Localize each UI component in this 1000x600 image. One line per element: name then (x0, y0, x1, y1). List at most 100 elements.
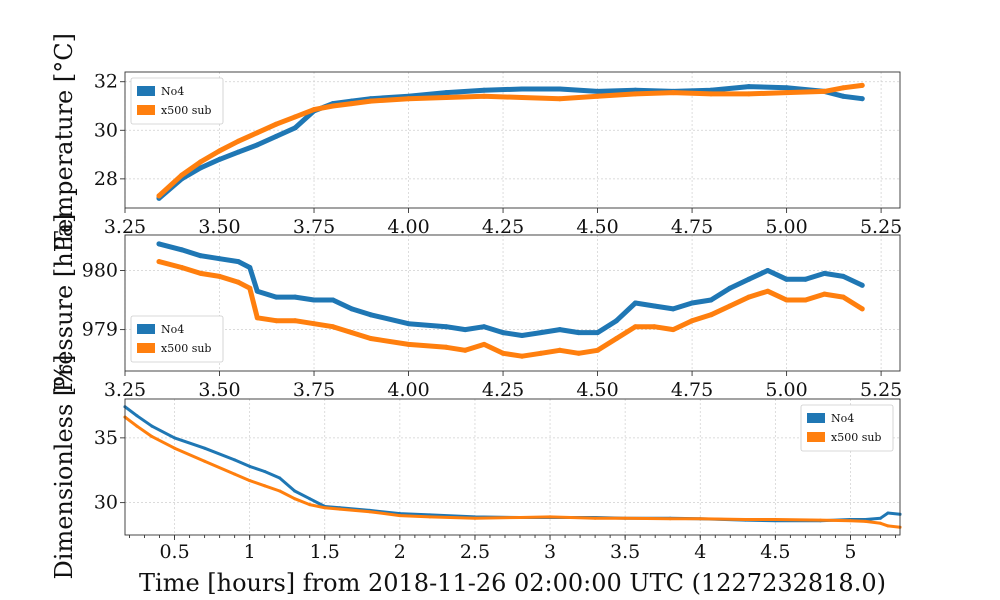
data-point (821, 270, 827, 276)
axes-frame (124, 234, 901, 372)
data-point (727, 285, 733, 291)
data-point (481, 93, 487, 99)
data-point (235, 279, 241, 285)
humidity-panel: 0.5 1 1.5 2 2.5 3 3.5 4 4.5 5 30 35 Dimensionless [%… (50, 355, 902, 597)
y-tick-label: 30 (94, 119, 118, 141)
data-point (428, 515, 432, 519)
data-point (462, 347, 468, 353)
data-point (203, 446, 207, 450)
data-point (879, 521, 882, 525)
data-point (859, 96, 865, 102)
data-point (784, 85, 790, 91)
x-tick-label: 3 (544, 541, 556, 563)
data-point (864, 519, 867, 523)
data-point (614, 318, 619, 324)
data-point (784, 90, 790, 96)
data-point (135, 414, 139, 418)
data-point (179, 247, 185, 253)
x-tick-label: 3.25 (104, 379, 146, 401)
x-tick-label: 4.50 (576, 216, 618, 238)
data-point (481, 341, 487, 347)
data-point (278, 489, 282, 493)
data-point (840, 273, 846, 279)
data-point (462, 327, 468, 333)
x-tick-label: 4 (694, 541, 706, 563)
data-point (773, 518, 777, 521)
series-line-no4 (156, 241, 865, 338)
legend-label: No4 (161, 85, 184, 98)
pressure-panel: 3.25 3.50 3.75 4.00 4.25 4.50 4.75 5.00 5.25 979 9… (50, 214, 902, 401)
data-point (273, 318, 279, 324)
legend-swatch (807, 413, 825, 423)
data-point (273, 133, 279, 139)
data-point (803, 297, 808, 303)
data-point (689, 300, 695, 306)
data-point (247, 285, 253, 291)
legend-swatch (807, 432, 825, 442)
series-line-x500-sub (156, 82, 865, 199)
data-point (651, 324, 657, 330)
data-point (519, 86, 525, 92)
data-point (500, 350, 506, 356)
data-point (273, 294, 279, 300)
data-point (818, 518, 822, 522)
data-point (368, 98, 374, 104)
data-point (746, 84, 752, 90)
x-tick-label: 5 (844, 541, 856, 563)
data-point (698, 517, 702, 521)
data-point (708, 312, 714, 318)
legend-label: x500 sub (161, 342, 211, 355)
data-point (859, 282, 865, 288)
data-point (519, 333, 525, 338)
x-tick-label: 5.25 (860, 379, 902, 401)
data-point (500, 330, 506, 336)
x-tick-label: 3.50 (198, 379, 240, 401)
data-point (278, 476, 282, 480)
data-point (879, 516, 882, 520)
data-point (784, 276, 790, 282)
data-point (708, 297, 714, 303)
data-point (135, 424, 139, 428)
data-point (330, 297, 336, 303)
data-point (651, 303, 657, 309)
data-point (557, 327, 563, 333)
data-point (689, 318, 695, 324)
data-point (248, 479, 252, 483)
data-point (859, 82, 865, 88)
data-point (595, 330, 601, 336)
data-point (538, 350, 544, 356)
x-tick-label: 2.5 (460, 541, 490, 563)
data-point (292, 294, 298, 300)
temperature-panel: 3.25 3.50 3.75 4.00 4.25 4.50 4.75 5.00 5.25 28 30… (50, 33, 902, 247)
y-tick-label: 980 (82, 259, 118, 281)
y-axis-label: Pressure [hPa] (50, 214, 78, 393)
legend: No4 x500 sub (130, 77, 224, 125)
x-tick-label: 0.5 (159, 541, 189, 563)
data-point (576, 330, 582, 336)
data-point (886, 524, 890, 528)
data-point (557, 86, 563, 92)
data-point (746, 276, 752, 282)
data-point (203, 459, 207, 463)
data-point (311, 297, 317, 303)
data-point (293, 497, 297, 501)
data-point (254, 130, 260, 136)
legend-swatch (137, 343, 155, 353)
data-point (708, 91, 714, 97)
data-point (481, 87, 487, 93)
data-point (179, 172, 185, 178)
data-point (765, 288, 771, 294)
data-point (156, 241, 162, 247)
data-point (254, 288, 260, 294)
series-line-x500-sub (123, 415, 902, 529)
data-point (330, 103, 336, 109)
data-point (519, 353, 525, 359)
data-point (473, 516, 477, 520)
data-point (368, 510, 372, 514)
data-point (349, 330, 355, 336)
data-point (406, 96, 411, 102)
data-point (247, 265, 253, 270)
data-point (668, 517, 672, 521)
data-point (198, 253, 204, 259)
data-point (746, 91, 752, 97)
